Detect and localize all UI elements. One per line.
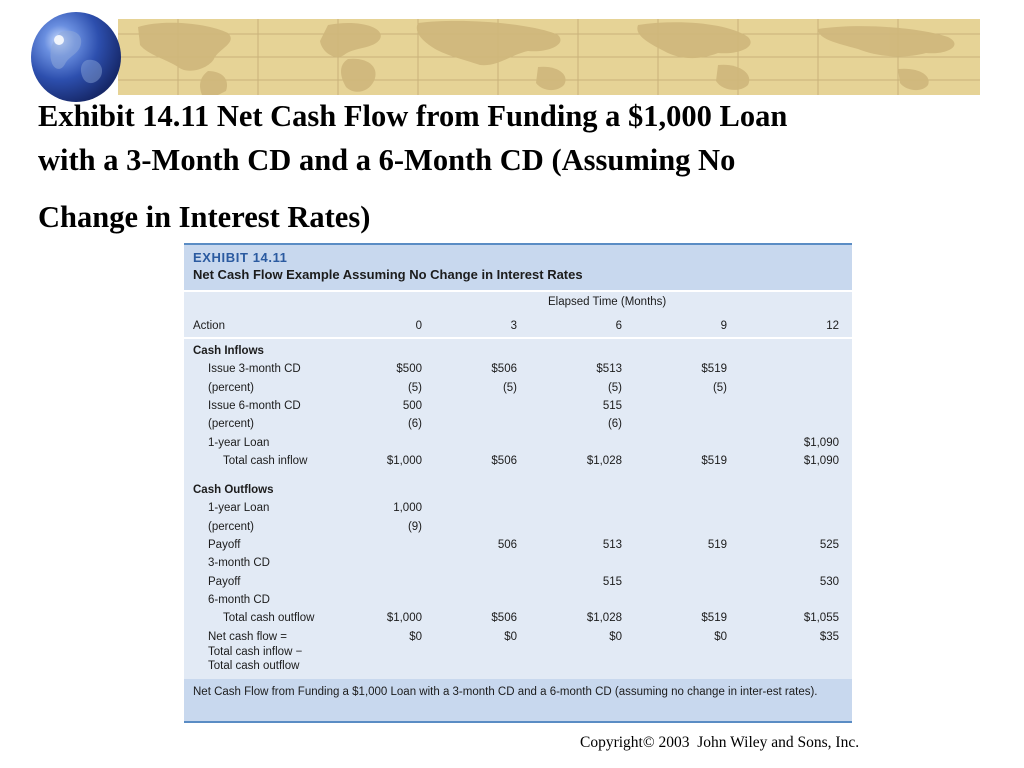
- row-value: $506: [491, 363, 517, 376]
- row-value: $1,090: [803, 454, 839, 467]
- section-heading: Cash Inflows: [193, 345, 264, 357]
- column-header-month: 0: [415, 320, 422, 332]
- row-value: $0: [609, 630, 622, 643]
- row-value: $513: [596, 363, 622, 376]
- row-value: (6): [407, 418, 422, 431]
- row-value: (5): [502, 381, 517, 394]
- row-value: 500: [402, 399, 422, 412]
- row-label: Issue 3-month CD: [208, 363, 301, 376]
- exhibit-label: EXHIBIT 14.11: [193, 250, 288, 265]
- net-cash-flow-note: Total cash outflow: [208, 660, 300, 672]
- divider: [184, 337, 852, 339]
- row-value: 519: [707, 539, 727, 551]
- row-value: 515: [602, 575, 622, 588]
- row-value: (6): [607, 418, 622, 431]
- exhibit-header: EXHIBIT 14.11 Net Cash Flow Example Assu…: [184, 243, 852, 290]
- row-value: $506: [491, 612, 517, 625]
- world-map-icon: [118, 19, 980, 95]
- row-value: $506: [491, 454, 517, 467]
- row-value: $1,028: [586, 454, 622, 467]
- row-label: (percent): [208, 381, 255, 394]
- row-label: Issue 6-month CD: [208, 399, 301, 412]
- row-label: 3-month CD: [208, 557, 270, 570]
- row-label: 1-year Loan: [208, 436, 270, 449]
- row-label: Payoff: [208, 575, 241, 588]
- exhibit-subtitle: Net Cash Flow Example Assuming No Change…: [193, 267, 583, 282]
- row-value: 1,000: [393, 502, 422, 515]
- slide-title-line-2: with a 3-Month CD and a 6-Month CD (Assu…: [38, 143, 736, 177]
- row-value: 515: [602, 399, 622, 412]
- divider: [184, 290, 852, 292]
- row-label: Net cash flow =: [208, 630, 287, 643]
- row-value: $35: [819, 630, 839, 643]
- slide-title-line-3: Change in Interest Rates): [38, 200, 371, 234]
- row-value: $519: [701, 454, 727, 467]
- column-header-action: Action: [193, 320, 225, 332]
- net-cash-flow-note: Total cash inflow −: [208, 645, 303, 658]
- row-label: 6-month CD: [208, 593, 270, 606]
- row-value: 525: [819, 539, 839, 551]
- row-value: (9): [407, 520, 422, 533]
- exhibit-caption: Net Cash Flow from Funding a $1,000 Loan…: [184, 679, 852, 723]
- row-value: (5): [712, 381, 727, 394]
- world-map-banner: [118, 19, 980, 95]
- column-header-month: 6: [615, 320, 622, 332]
- row-value: 530: [819, 575, 839, 588]
- globe-icon: [31, 12, 121, 102]
- row-value: $1,000: [386, 612, 422, 625]
- row-label: Total cash inflow: [223, 454, 308, 467]
- row-label: 1-year Loan: [208, 502, 270, 515]
- slide-title-line-1: Exhibit 14.11 Net Cash Flow from Funding…: [38, 99, 788, 133]
- row-value: $1,055: [803, 612, 839, 625]
- row-value: (5): [407, 381, 422, 394]
- column-header-month: 3: [510, 320, 517, 332]
- row-value: $1,090: [803, 436, 839, 449]
- row-value: 506: [497, 539, 517, 551]
- exhibit-table: EXHIBIT 14.11 Net Cash Flow Example Assu…: [184, 243, 852, 723]
- row-value: $0: [409, 630, 422, 643]
- row-value: (5): [607, 381, 622, 394]
- row-value: $1,000: [386, 454, 422, 467]
- row-label: Total cash outflow: [223, 612, 315, 625]
- copyright-text: Copyright© 2003 John Wiley and Sons, Inc…: [580, 734, 860, 751]
- section-heading: Cash Outflows: [193, 484, 274, 497]
- row-value: $500: [396, 363, 422, 376]
- elapsed-time-header: Elapsed Time (Months): [548, 296, 667, 308]
- row-label: Payoff: [208, 539, 241, 551]
- row-label: (percent): [208, 520, 255, 533]
- column-header-month: 12: [826, 320, 839, 332]
- row-value: $519: [701, 612, 727, 625]
- row-value: $0: [504, 630, 517, 643]
- row-value: 513: [602, 539, 622, 551]
- row-value: $0: [714, 630, 727, 643]
- row-value: $1,028: [586, 612, 622, 625]
- row-label: (percent): [208, 418, 255, 431]
- column-header-month: 9: [720, 320, 727, 332]
- row-value: $519: [701, 363, 727, 376]
